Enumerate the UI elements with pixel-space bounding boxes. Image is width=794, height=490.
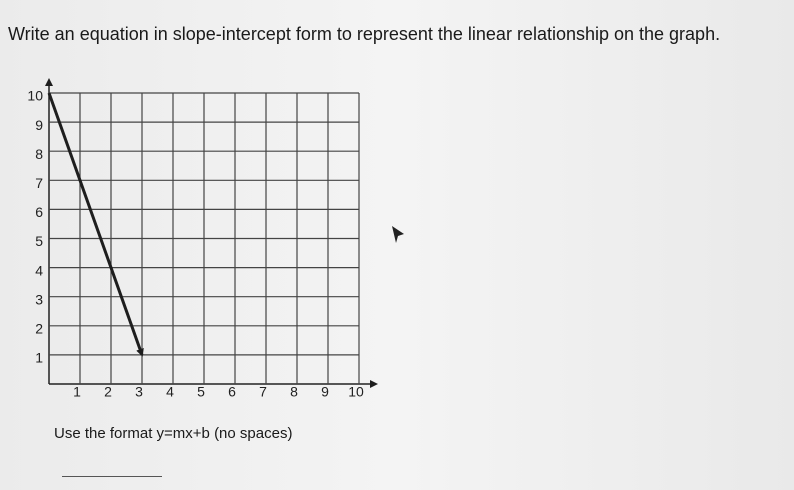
x-tick-label: 10 bbox=[348, 384, 364, 400]
y-tick-label: 2 bbox=[35, 321, 43, 337]
cursor bbox=[392, 226, 404, 243]
question: Write an equation in slope-intercept for… bbox=[8, 24, 721, 44]
x-tick-label: 3 bbox=[135, 384, 143, 400]
y-tick-label: 10 bbox=[27, 88, 43, 104]
x-tick-label: 9 bbox=[321, 384, 329, 400]
y-tick-label: 4 bbox=[35, 262, 43, 278]
x-tick-label: 5 bbox=[197, 384, 205, 400]
x-tick-label: 8 bbox=[290, 384, 298, 400]
x-tick-label: 7 bbox=[259, 384, 267, 400]
instruction: Use the format y=mx+b (no spaces) bbox=[54, 425, 293, 442]
data-line bbox=[47, 92, 144, 357]
x-tick-label: 1 bbox=[73, 384, 81, 400]
y-tick-label: 9 bbox=[35, 117, 43, 133]
y-tick-label: 5 bbox=[35, 233, 43, 249]
y-tick-label: 7 bbox=[35, 175, 43, 191]
x-tick-label: 2 bbox=[104, 384, 112, 400]
x-tick-label: 6 bbox=[228, 384, 236, 400]
y-tick-label: 3 bbox=[35, 291, 43, 307]
chart: 1 2 3 4 5 6 7 8 9 10 1 2 3 4 5 6 7 8 9 10 bbox=[27, 78, 404, 400]
y-tick-label: 1 bbox=[35, 350, 43, 366]
x-tick-label: 4 bbox=[166, 384, 174, 400]
y-tick-label: 8 bbox=[35, 146, 43, 162]
y-tick-label: 6 bbox=[35, 204, 43, 220]
answer-blank[interactable] bbox=[62, 476, 162, 477]
